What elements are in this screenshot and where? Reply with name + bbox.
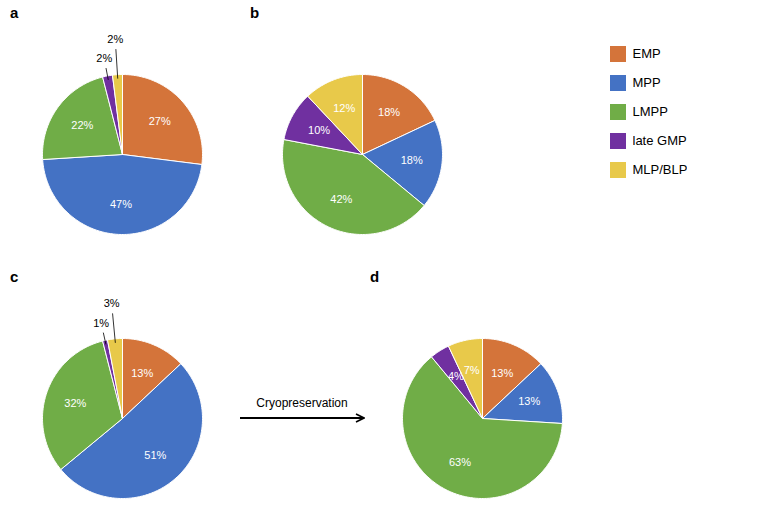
svg-text:Cryopreservation: Cryopreservation <box>256 396 347 410</box>
html-text:a: a <box>10 4 19 21</box>
svg-text:13%: 13% <box>491 366 513 378</box>
html-text:LMPP: LMPP <box>632 104 668 119</box>
html-text:MLP/BLP: MLP/BLP <box>632 162 688 177</box>
svg-text:27%: 27% <box>149 115 171 127</box>
html-text:EMP: EMP <box>632 46 661 61</box>
html-text:MPP: MPP <box>632 75 661 90</box>
svg-text:13%: 13% <box>518 395 540 407</box>
svg-text:3%: 3% <box>104 297 120 309</box>
svg-text:22%: 22% <box>71 119 93 131</box>
html-text:b: b <box>250 4 260 21</box>
svg-text:4%: 4% <box>448 370 464 382</box>
svg-text:2%: 2% <box>107 33 123 45</box>
svg-text:42%: 42% <box>330 193 352 205</box>
html-text:late GMP: late GMP <box>632 133 687 148</box>
svg-text:2%: 2% <box>96 52 112 64</box>
svg-text:1%: 1% <box>93 317 109 329</box>
svg-text:51%: 51% <box>144 449 166 461</box>
svg-text:63%: 63% <box>449 456 471 468</box>
svg-text:7%: 7% <box>464 364 480 376</box>
html-text:d: d <box>370 268 380 285</box>
svg-text:32%: 32% <box>64 397 86 409</box>
svg-text:47%: 47% <box>110 198 132 210</box>
svg-text:18%: 18% <box>378 106 400 118</box>
svg-text:12%: 12% <box>333 102 355 114</box>
svg-text:10%: 10% <box>308 124 330 136</box>
svg-text:13%: 13% <box>131 366 153 378</box>
svg-text:18%: 18% <box>401 154 423 166</box>
html-text:c: c <box>10 268 19 285</box>
